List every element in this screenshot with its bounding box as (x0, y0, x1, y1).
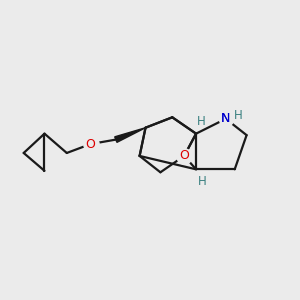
Text: H: H (234, 109, 243, 122)
Text: H: H (198, 175, 206, 188)
Polygon shape (115, 128, 146, 142)
Text: O: O (85, 138, 95, 151)
Text: H: H (197, 115, 206, 128)
Text: O: O (179, 149, 189, 162)
Text: N: N (221, 112, 230, 125)
Text: N: N (221, 112, 230, 125)
